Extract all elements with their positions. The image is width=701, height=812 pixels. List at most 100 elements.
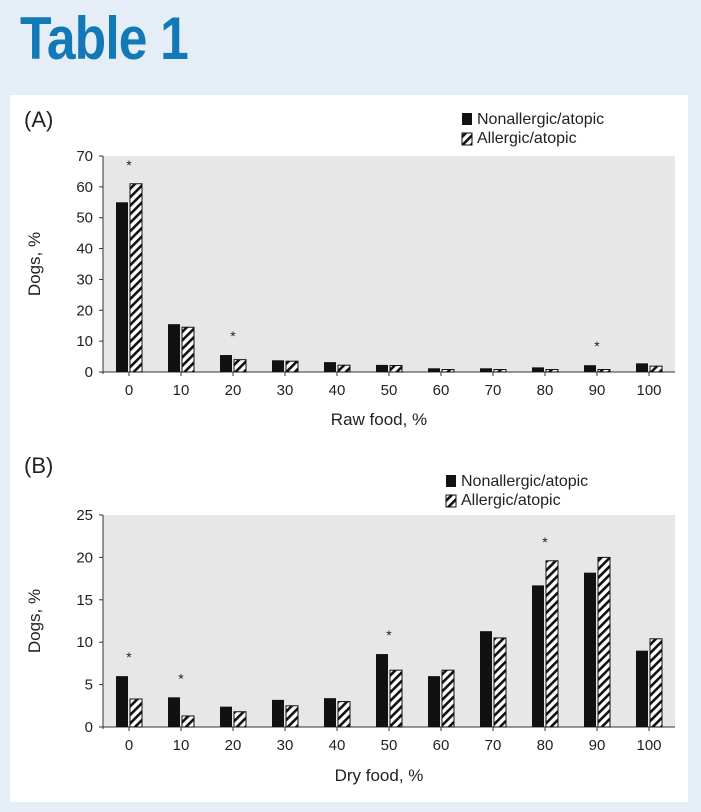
bar-nonallergic — [428, 368, 440, 372]
bar-nonallergic — [584, 365, 596, 372]
x-tick-label: 100 — [636, 737, 661, 754]
y-tick-label: 50 — [76, 210, 93, 227]
x-tick-label: 90 — [589, 382, 606, 399]
legend-swatch-allergic — [461, 132, 473, 146]
bar-allergic — [285, 705, 299, 728]
bar-allergic — [233, 711, 247, 728]
panel-label: (B) — [24, 453, 53, 478]
x-tick-label: 60 — [433, 737, 450, 754]
y-tick-label: 5 — [85, 677, 93, 694]
x-tick-label: 20 — [225, 737, 242, 754]
y-tick-label: 40 — [76, 241, 93, 258]
x-tick-label: 40 — [329, 382, 346, 399]
bar-nonallergic — [220, 355, 232, 372]
y-tick-label: 70 — [76, 148, 93, 165]
bar-allergic — [649, 638, 663, 728]
bar-nonallergic — [636, 363, 648, 372]
legend-swatch-nonallergic — [446, 475, 456, 487]
legend-label-nonallergic: Nonallergic/atopic — [477, 111, 604, 128]
x-tick-label: 40 — [329, 737, 346, 754]
bar-nonallergic — [272, 360, 284, 372]
significance-marker: * — [594, 338, 600, 354]
legend-label-allergic: Allergic/atopic — [461, 492, 561, 509]
significance-marker: * — [542, 534, 548, 550]
x-tick-label: 80 — [537, 382, 554, 399]
plot-area — [103, 515, 675, 727]
bar-nonallergic — [272, 699, 284, 727]
y-tick-label: 20 — [76, 302, 93, 319]
bar-nonallergic — [480, 368, 492, 372]
bar-nonallergic — [376, 654, 388, 727]
bar-allergic — [181, 715, 195, 728]
x-tick-label: 10 — [173, 382, 190, 399]
bar-nonallergic — [480, 631, 492, 727]
bar-nonallergic — [168, 324, 180, 372]
significance-marker: * — [126, 649, 132, 665]
x-axis-label: Dry food, % — [335, 766, 424, 785]
bar-allergic — [441, 369, 455, 373]
legend-label-allergic: Allergic/atopic — [477, 130, 577, 147]
bar-allergic — [545, 369, 559, 373]
bar-allergic — [649, 365, 663, 373]
bar-allergic — [441, 669, 455, 728]
significance-marker: * — [230, 328, 236, 344]
bar-nonallergic — [116, 202, 128, 372]
legend-swatch-allergic — [445, 494, 457, 508]
y-tick-label: 20 — [76, 549, 93, 566]
x-tick-label: 50 — [381, 382, 398, 399]
bar-allergic — [545, 560, 559, 728]
x-tick-label: 0 — [125, 737, 133, 754]
y-tick-label: 60 — [76, 179, 93, 196]
bar-nonallergic — [168, 697, 180, 727]
bar-allergic — [337, 364, 351, 373]
x-tick-label: 70 — [485, 382, 502, 399]
significance-marker: * — [386, 627, 392, 643]
page-title: Table 1 — [20, 5, 189, 72]
legend-swatch-nonallergic — [462, 113, 472, 125]
bar-allergic — [493, 369, 507, 373]
x-tick-label: 80 — [537, 737, 554, 754]
bar-nonallergic — [428, 676, 440, 727]
bar-allergic — [129, 183, 143, 373]
x-axis-label: Raw food, % — [331, 410, 427, 429]
bar-nonallergic — [376, 364, 388, 372]
bar-allergic — [597, 556, 611, 728]
bar-nonallergic — [584, 572, 596, 727]
x-tick-label: 30 — [277, 737, 294, 754]
panel-label: (A) — [24, 107, 53, 132]
bar-allergic — [389, 669, 403, 728]
x-tick-label: 30 — [277, 382, 294, 399]
bar-nonallergic — [636, 650, 648, 727]
bar-allergic — [181, 326, 195, 373]
y-tick-label: 30 — [76, 271, 93, 288]
y-tick-label: 0 — [85, 364, 93, 381]
x-tick-label: 50 — [381, 737, 398, 754]
bar-nonallergic — [324, 362, 336, 372]
bar-nonallergic — [116, 676, 128, 727]
x-tick-label: 0 — [125, 382, 133, 399]
bar-nonallergic — [532, 585, 544, 727]
y-tick-label: 15 — [76, 592, 93, 609]
x-tick-label: 60 — [433, 382, 450, 399]
bar-allergic — [389, 365, 403, 373]
significance-marker: * — [178, 670, 184, 686]
x-tick-label: 70 — [485, 737, 502, 754]
bar-allergic — [493, 637, 507, 728]
bar-allergic — [129, 698, 143, 728]
y-axis-label: Dogs, % — [25, 232, 44, 296]
x-tick-label: 90 — [589, 737, 606, 754]
x-tick-label: 100 — [636, 382, 661, 399]
plot-area — [103, 156, 675, 372]
y-tick-label: 0 — [85, 719, 93, 736]
bar-nonallergic — [220, 706, 232, 727]
x-tick-label: 20 — [225, 382, 242, 399]
bar-allergic — [233, 359, 247, 373]
y-tick-label: 10 — [76, 634, 93, 651]
x-tick-label: 10 — [173, 737, 190, 754]
bar-allergic — [285, 360, 299, 373]
y-tick-label: 10 — [76, 333, 93, 350]
figure-panel: 0 10 20 30 40 50 60 70 0 * 10 20 * 30 40 50 60 70 80 90 * 100… — [10, 95, 688, 802]
y-axis-label: Dogs, % — [25, 589, 44, 653]
significance-marker: * — [126, 157, 132, 173]
bar-allergic — [597, 369, 611, 373]
